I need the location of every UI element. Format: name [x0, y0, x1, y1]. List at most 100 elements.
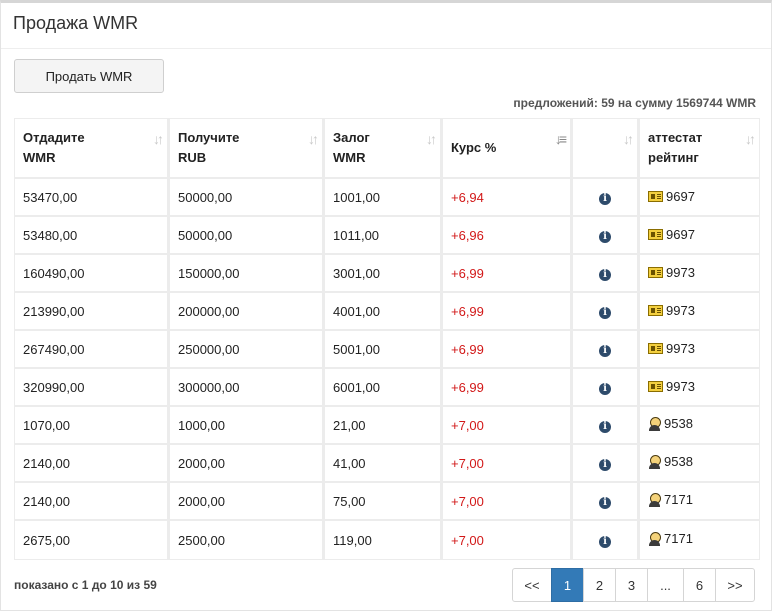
info-icon[interactable]: i [599, 193, 611, 205]
table-row[interactable]: 2675,00 2500,00 119,00 +7,00 i 7171 [15, 521, 759, 559]
table-row[interactable]: 267490,00 250000,00 5001,00 +6,99 i 9973 [15, 331, 759, 369]
column-header-label: Залог [333, 130, 370, 145]
cell-attest: 9973 [640, 369, 759, 407]
certificate-icon[interactable] [648, 343, 663, 354]
table-row[interactable]: 1070,00 1000,00 21,00 +7,00 i 9538 [15, 407, 759, 445]
info-icon[interactable]: i [599, 421, 611, 433]
cell-attest: 9973 [640, 331, 759, 369]
sort-icon[interactable]: ↓↑ [426, 131, 437, 147]
column-header-receive[interactable]: Получите RUB ↓↑ [170, 119, 325, 179]
cell-info: i [573, 445, 640, 483]
person-icon[interactable] [648, 416, 661, 431]
rating-value: 9697 [666, 227, 695, 242]
title-divider [1, 48, 771, 49]
table-row[interactable]: 160490,00 150000,00 3001,00 +6,99 i 9973 [15, 255, 759, 293]
page-button[interactable]: 3 [615, 568, 648, 602]
table-row[interactable]: 2140,00 2000,00 41,00 +7,00 i 9538 [15, 445, 759, 483]
cell-receive: 300000,00 [170, 369, 325, 407]
info-icon[interactable]: i [599, 459, 611, 471]
cell-info: i [573, 369, 640, 407]
certificate-icon[interactable] [648, 305, 663, 316]
cell-receive: 2000,00 [170, 445, 325, 483]
cell-deposit: 75,00 [325, 483, 443, 521]
cell-attest: 9538 [640, 407, 759, 445]
certificate-icon[interactable] [648, 191, 663, 202]
table-row[interactable]: 2140,00 2000,00 75,00 +7,00 i 7171 [15, 483, 759, 521]
rating-value: 7171 [664, 492, 693, 508]
page-button[interactable]: 2 [583, 568, 616, 602]
certificate-icon[interactable] [648, 229, 663, 240]
table-row[interactable]: 53470,00 50000,00 1001,00 +6,94 i 9697 [15, 179, 759, 217]
cell-attest: 9697 [640, 217, 759, 255]
cell-receive: 2500,00 [170, 521, 325, 559]
column-header-rate[interactable]: Курс % ↓≡ [443, 119, 573, 179]
person-icon[interactable] [648, 454, 661, 469]
cell-rate: +7,00 [443, 445, 573, 483]
page-button[interactable]: 6 [683, 568, 716, 602]
rating-value: 9973 [666, 341, 695, 356]
person-icon[interactable] [648, 492, 661, 507]
cell-deposit: 3001,00 [325, 255, 443, 293]
cell-give: 267490,00 [15, 331, 170, 369]
info-icon[interactable]: i [599, 345, 611, 357]
cell-deposit: 4001,00 [325, 293, 443, 331]
cell-receive: 150000,00 [170, 255, 325, 293]
page-button[interactable]: ... [647, 568, 684, 602]
sell-wmr-button[interactable]: Продать WMR [14, 59, 164, 93]
person-icon[interactable] [648, 531, 661, 546]
pagination: << 1 2 3... 6 >> [512, 568, 755, 602]
info-icon[interactable]: i [599, 231, 611, 243]
column-header-give[interactable]: Отдадите WMR ↓↑ [15, 119, 170, 179]
column-header-sublabel: рейтинг [648, 150, 699, 165]
table-row[interactable]: 320990,00 300000,00 6001,00 +6,99 i 9973 [15, 369, 759, 407]
page-button[interactable]: 1 [551, 568, 584, 602]
cell-give: 213990,00 [15, 293, 170, 331]
column-header-attest[interactable]: аттестат рейтинг ↓↑ [640, 119, 759, 179]
cell-info: i [573, 293, 640, 331]
cell-receive: 1000,00 [170, 407, 325, 445]
sort-ascending-icon[interactable]: ↓≡ [554, 131, 567, 147]
cell-info: i [573, 521, 640, 559]
cell-rate: +7,00 [443, 521, 573, 559]
certificate-icon[interactable] [648, 381, 663, 392]
column-header-deposit[interactable]: Залог WMR ↓↑ [325, 119, 443, 179]
cell-receive: 50000,00 [170, 179, 325, 217]
cell-deposit: 1011,00 [325, 217, 443, 255]
page-button[interactable]: >> [715, 568, 755, 602]
cell-deposit: 6001,00 [325, 369, 443, 407]
cell-give: 53470,00 [15, 179, 170, 217]
sort-icon[interactable]: ↓↑ [153, 131, 164, 147]
rating-value: 7171 [664, 531, 693, 547]
column-header-info[interactable]: ↓↑ [573, 119, 640, 179]
cell-give: 1070,00 [15, 407, 170, 445]
cell-receive: 2000,00 [170, 483, 325, 521]
info-icon[interactable]: i [599, 536, 611, 548]
table-body: 53470,00 50000,00 1001,00 +6,94 i 9697 53480,0… [15, 179, 759, 559]
table-row[interactable]: 213990,00 200000,00 4001,00 +6,99 i 9973 [15, 293, 759, 331]
cell-rate: +6,96 [443, 217, 573, 255]
cell-info: i [573, 255, 640, 293]
sort-icon[interactable]: ↓↑ [623, 131, 634, 147]
cell-give: 320990,00 [15, 369, 170, 407]
rating-value: 9538 [664, 416, 693, 432]
cell-attest: 7171 [640, 521, 759, 559]
page-button[interactable]: << [512, 568, 552, 602]
column-header-unit: WMR [23, 150, 56, 165]
info-icon[interactable]: i [599, 383, 611, 395]
certificate-icon[interactable] [648, 267, 663, 278]
table-row[interactable]: 53480,00 50000,00 1011,00 +6,96 i 9697 [15, 217, 759, 255]
sort-icon[interactable]: ↓↑ [308, 131, 319, 147]
info-icon[interactable]: i [599, 269, 611, 281]
cell-info: i [573, 217, 640, 255]
cell-attest: 9697 [640, 179, 759, 217]
column-header-unit: WMR [333, 150, 366, 165]
column-header-label: Курс % [451, 140, 497, 155]
info-icon[interactable]: i [599, 497, 611, 509]
rating-value: 9697 [666, 189, 695, 204]
cell-deposit: 41,00 [325, 445, 443, 483]
cell-info: i [573, 331, 640, 369]
cell-info: i [573, 179, 640, 217]
sort-icon[interactable]: ↓↑ [745, 131, 756, 147]
info-icon[interactable]: i [599, 307, 611, 319]
